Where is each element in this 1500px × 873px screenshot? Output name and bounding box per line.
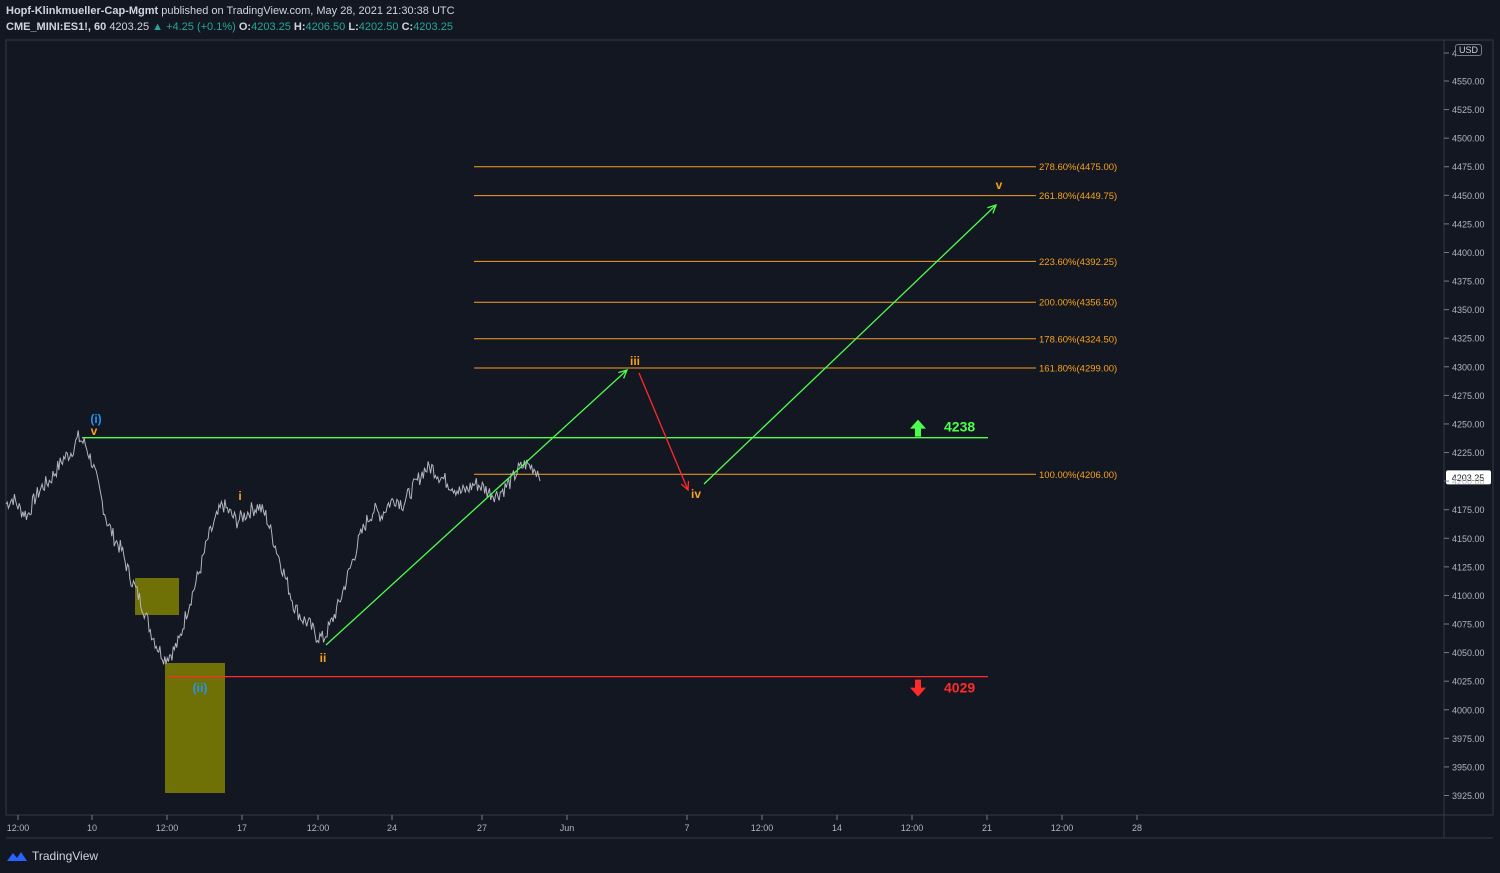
high-label: H: — [293, 21, 306, 33]
support-label: 4029 — [944, 680, 975, 696]
published-info: published on TradingView.com, May 28, 20… — [161, 5, 455, 17]
wave-label: iii — [630, 354, 640, 368]
y-tick-label: 4000.00 — [1452, 705, 1485, 715]
y-tick-label: 4400.00 — [1452, 248, 1485, 258]
open-label: O: — [238, 21, 252, 33]
x-tick-label: 12:00 — [751, 823, 774, 833]
y-tick-label: 4150.00 — [1452, 534, 1485, 544]
wave-label: v — [996, 178, 1003, 192]
wave-label: (i) — [90, 412, 101, 426]
footer-brand[interactable]: TradingView — [6, 849, 98, 863]
down-arrow-icon — [910, 679, 926, 697]
y-tick-label: 4200.00 — [1452, 477, 1485, 487]
y-tick-label: 4025.00 — [1452, 677, 1485, 687]
y-tick-label: 4500.00 — [1452, 134, 1485, 144]
low-label: L: — [348, 21, 359, 33]
fib-level-label: 223.60%(4392.25) — [1039, 257, 1117, 268]
fib-level-label: 278.60%(4475.00) — [1039, 162, 1117, 173]
y-tick-label: 4475.00 — [1452, 162, 1485, 172]
y-tick-label: 4375.00 — [1452, 277, 1485, 287]
x-tick-label: 17 — [237, 823, 247, 833]
y-tick-label: 4450.00 — [1452, 191, 1485, 201]
high-value: 4206.50 — [305, 21, 346, 33]
x-tick-label: 12:00 — [307, 823, 330, 833]
y-tick-label: 4250.00 — [1452, 419, 1485, 429]
wave-label: iv — [691, 487, 701, 501]
y-tick-label: 4225.00 — [1452, 448, 1485, 458]
header-line-2: CME_MINI:ES1!, 60 4203.25 ▲ +4.25 (+0.1%… — [6, 19, 455, 35]
projection-arrow-line — [638, 372, 689, 491]
fib-level-label: 100.00%(4206.00) — [1039, 470, 1117, 481]
y-tick-label: 4050.00 — [1452, 648, 1485, 658]
y-tick-label: 4550.00 — [1452, 77, 1485, 87]
x-tick-label: 28 — [1132, 823, 1142, 833]
arrowhead-icon — [618, 368, 629, 379]
wave-label: v — [91, 424, 98, 438]
symbol-name[interactable]: CME_MINI:ES1!, 60 — [6, 21, 107, 33]
x-tick-label: Jun — [560, 823, 575, 833]
wave-label: (ii) — [193, 681, 208, 695]
chart-border — [5, 39, 1494, 816]
fib-level-label: 161.80%(4299.00) — [1039, 363, 1117, 374]
y-tick-label: 4300.00 — [1452, 362, 1485, 372]
y-tick-label: 4425.00 — [1452, 219, 1485, 229]
resistance-label: 4238 — [944, 419, 975, 435]
last-price: 4203.25 — [109, 21, 150, 33]
x-tick-label: 21 — [982, 823, 992, 833]
arrowhead-icon — [680, 480, 690, 492]
up-arrow-icon — [910, 419, 926, 437]
fib-level-label: 178.60%(4324.50) — [1039, 334, 1117, 345]
y-tick-label: 4100.00 — [1452, 591, 1485, 601]
price-series-line — [5, 430, 541, 665]
projection-arrow-line — [325, 369, 628, 646]
x-tick-label: 27 — [477, 823, 487, 833]
y-tick-label: 4075.00 — [1452, 620, 1485, 630]
y-tick-label: 4275.00 — [1452, 391, 1485, 401]
fib-level-label: 261.80%(4449.75) — [1039, 191, 1117, 202]
y-tick-label: 4125.00 — [1452, 562, 1485, 572]
x-tick-label: 24 — [387, 823, 397, 833]
open-value: 4203.25 — [251, 21, 291, 33]
x-tick-label: 12:00 — [7, 823, 30, 833]
close-label: C: — [401, 21, 414, 33]
y-tick-label: 4175.00 — [1452, 505, 1485, 515]
price-change: ▲ +4.25 (+0.1%) — [152, 21, 236, 33]
y-tick-label: 3975.00 — [1452, 734, 1485, 744]
brand-name: TradingView — [32, 849, 99, 863]
last-price-tag — [1446, 470, 1491, 485]
chart-header: Hopf-Klinkmueller-Cap-Mgmt published on … — [6, 3, 455, 35]
currency-badge[interactable]: USD — [1455, 44, 1483, 56]
header-line-1: Hopf-Klinkmueller-Cap-Mgmt published on … — [6, 3, 455, 19]
author-name[interactable]: Hopf-Klinkmueller-Cap-Mgmt — [6, 5, 159, 17]
last-price-tag-label: 4203.25 — [1452, 473, 1485, 483]
y-tick-label: 4525.00 — [1452, 105, 1485, 115]
low-value: 4202.50 — [358, 21, 399, 33]
fib-level-label: 200.00%(4356.50) — [1039, 298, 1117, 309]
x-tick-label: 14 — [832, 823, 842, 833]
x-tick-label: 10 — [87, 823, 97, 833]
y-tick-label: 4350.00 — [1452, 305, 1485, 315]
tradingview-logo-icon — [7, 852, 27, 861]
x-tick-label: 12:00 — [156, 823, 179, 833]
wave-label: ii — [320, 651, 327, 665]
close-value: 4203.25 — [413, 21, 453, 33]
projection-arrow-line — [703, 204, 997, 485]
x-tick-label: 12:00 — [901, 823, 924, 833]
y-tick-label: 3925.00 — [1452, 791, 1485, 801]
order-block-box — [165, 663, 225, 793]
y-tick-label: 3950.00 — [1452, 762, 1485, 772]
arrowhead-icon — [987, 203, 998, 214]
y-tick-label: 4 — [1452, 49, 1457, 59]
order-block-box — [135, 578, 179, 615]
y-tick-label: 4325.00 — [1452, 334, 1485, 344]
wave-label: i — [238, 489, 241, 503]
x-tick-label: 7 — [684, 823, 689, 833]
x-tick-label: 12:00 — [1051, 823, 1074, 833]
